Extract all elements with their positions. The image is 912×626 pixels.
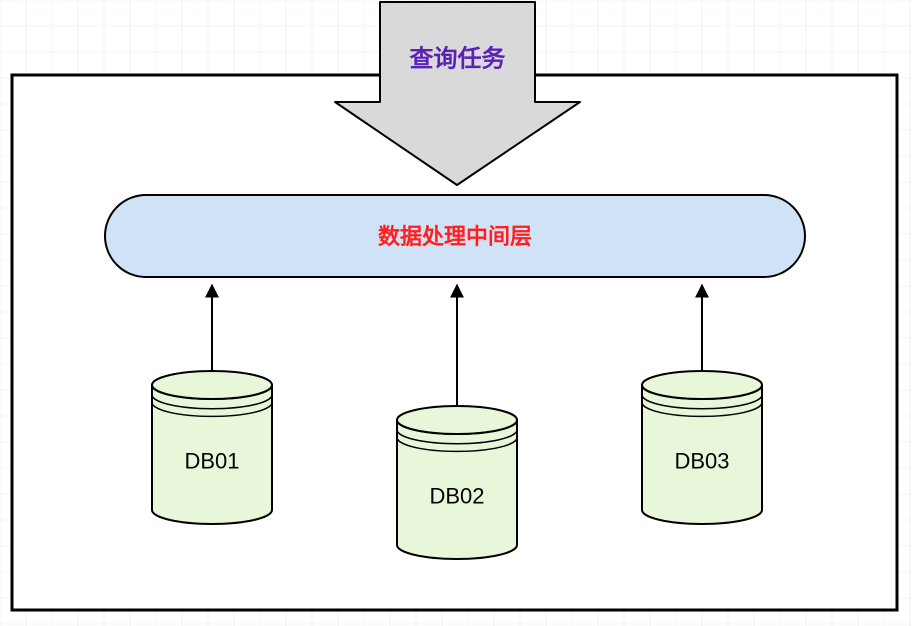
database-cylinder-1: DB01 (152, 371, 272, 524)
database-cylinder-3: DB03 (642, 371, 762, 524)
database-label-1: DB01 (184, 448, 239, 473)
database-label-2: DB02 (429, 483, 484, 508)
database-cylinder-2: DB02 (397, 406, 517, 559)
middle-layer-label: 数据处理中间层 (378, 224, 532, 249)
query-task-label: 查询任务 (410, 44, 507, 72)
database-label-3: DB03 (674, 448, 729, 473)
